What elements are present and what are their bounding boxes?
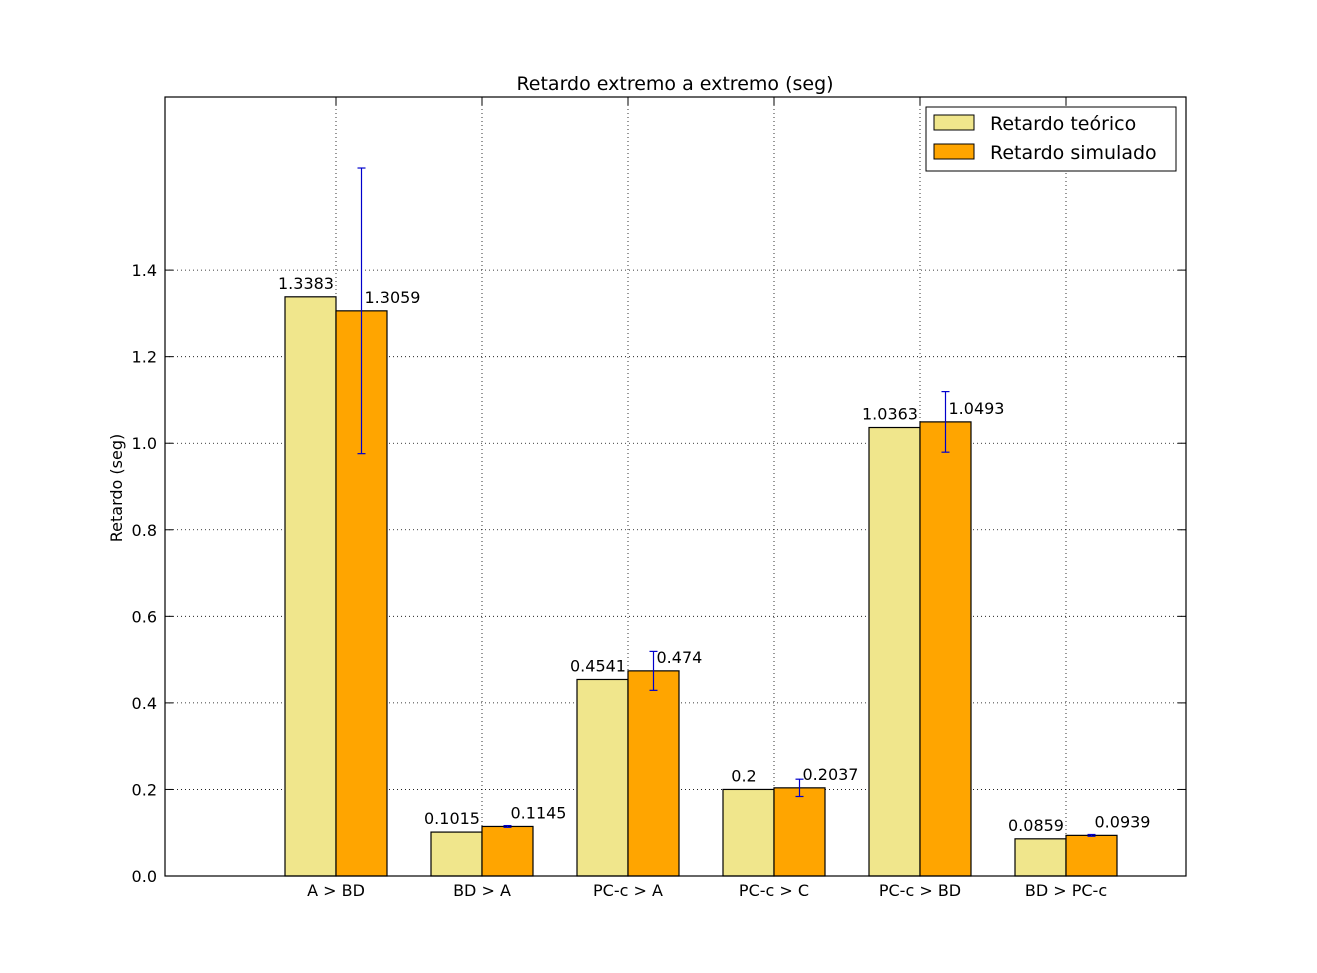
x-tick-label: PC-c > C bbox=[739, 881, 809, 900]
bar-value-label: 1.0493 bbox=[949, 399, 1005, 418]
y-tick-label: 0.6 bbox=[132, 607, 157, 626]
bar bbox=[627, 670, 680, 877]
y-tick-label: 1.2 bbox=[132, 348, 157, 367]
y-tick-label: 0.0 bbox=[132, 867, 157, 886]
bar-value-label: 1.0363 bbox=[862, 405, 918, 424]
bar bbox=[576, 678, 629, 877]
legend-swatch-teorico bbox=[933, 114, 975, 131]
x-tick-label: PC-c > BD bbox=[879, 881, 961, 900]
y-tick-label: 1.0 bbox=[132, 434, 157, 453]
legend-swatch-simulado bbox=[933, 143, 975, 160]
plot-frame bbox=[164, 96, 1187, 877]
bar-value-label: 0.2 bbox=[731, 766, 756, 785]
legend-label-teorico: Retardo teórico bbox=[990, 113, 1136, 135]
x-tick-label: A > BD bbox=[307, 881, 365, 900]
bar bbox=[868, 426, 921, 877]
bar-value-labels: 1.3383 0.1015 0.4541 0.2 1.0363 0.0859 1.3059 0… bbox=[278, 274, 1150, 835]
bar-value-label: 0.474 bbox=[657, 648, 703, 667]
bar-value-label: 0.4541 bbox=[570, 656, 626, 675]
bar-value-label: 0.0939 bbox=[1095, 812, 1151, 831]
legend-label-simulado: Retardo simulado bbox=[990, 142, 1157, 164]
bar-value-label: 0.1145 bbox=[511, 803, 567, 822]
bar bbox=[1065, 834, 1118, 877]
bar bbox=[1014, 838, 1067, 877]
x-tick-label: PC-c > A bbox=[593, 881, 663, 900]
bar-value-label: 1.3059 bbox=[365, 288, 421, 307]
bar bbox=[722, 788, 775, 877]
y-axis-label: Retardo (seg) bbox=[107, 434, 126, 542]
bar-value-label: 1.3383 bbox=[278, 274, 334, 293]
bar bbox=[919, 421, 972, 877]
legend: Retardo teórico Retardo simulado bbox=[925, 106, 1177, 172]
y-tick-label: 0.4 bbox=[132, 694, 157, 713]
bar bbox=[430, 831, 483, 877]
bar bbox=[284, 296, 337, 877]
chart-title: Retardo extremo a extremo (seg) bbox=[516, 73, 833, 95]
x-tick-label: BD > PC-c bbox=[1025, 881, 1107, 900]
bar-value-label: 0.2037 bbox=[803, 765, 859, 784]
x-tick-label: BD > A bbox=[453, 881, 511, 900]
bar-value-label: 0.0859 bbox=[1008, 816, 1064, 835]
bar bbox=[773, 787, 826, 877]
y-tick-label: 1.4 bbox=[132, 261, 157, 280]
y-tick-label: 0.8 bbox=[132, 521, 157, 540]
bars bbox=[284, 167, 1118, 877]
bar bbox=[481, 825, 534, 877]
y-tick-label: 0.2 bbox=[132, 780, 157, 799]
bar-value-label: 0.1015 bbox=[424, 809, 480, 828]
